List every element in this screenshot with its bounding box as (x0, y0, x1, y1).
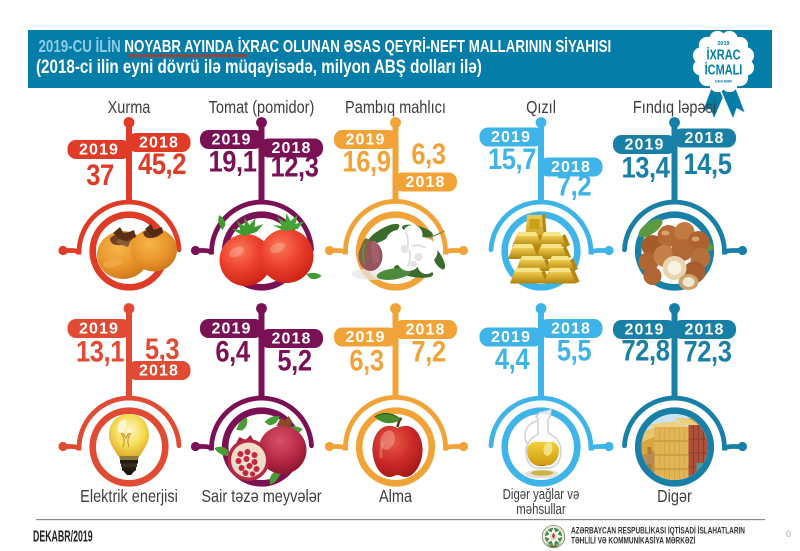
svg-text:(2018-ci ilin eyni dövrü ilə m: (2018-ci ilin eyni dövrü ilə müqayisədə,… (36, 55, 482, 77)
svg-text:Digər yağlar və: Digər yağlar və (503, 485, 580, 502)
svg-text:2019: 2019 (491, 329, 531, 346)
svg-text:15,7: 15,7 (488, 142, 536, 175)
svg-text:2019: 2019 (625, 322, 665, 339)
svg-text:2018: 2018 (272, 140, 312, 157)
svg-text:2018: 2018 (139, 363, 179, 380)
svg-text:Xurma: Xurma (108, 98, 151, 118)
svg-text:72,3: 72,3 (684, 335, 732, 368)
svg-text:13,1: 13,1 (76, 335, 124, 368)
svg-text:2018: 2018 (685, 322, 725, 339)
svg-text:TƏHLİLİ VƏ KOMMUNİKASİYA MƏRKƏ: TƏHLİLİ VƏ KOMMUNİKASİYA MƏRKƏZİ (571, 535, 695, 545)
svg-text:2019: 2019 (79, 321, 119, 338)
svg-text:Elektrik enerjisi: Elektrik enerjisi (80, 487, 178, 507)
svg-text:Qızıl: Qızıl (526, 98, 556, 118)
svg-text:37: 37 (86, 158, 114, 191)
svg-text:45,2: 45,2 (138, 147, 186, 180)
svg-text:2018: 2018 (272, 331, 312, 348)
svg-text:2018: 2018 (685, 130, 725, 147)
svg-text:2019: 2019 (212, 132, 252, 149)
svg-text:Pambıq mahlıcı: Pambıq mahlıcı (345, 98, 446, 118)
svg-text:DEKABR/2019: DEKABR/2019 (33, 527, 93, 546)
svg-text:Digər: Digər (657, 487, 692, 507)
svg-text:2018: 2018 (406, 322, 446, 339)
svg-text:12,3: 12,3 (271, 150, 319, 183)
svg-text:5,3: 5,3 (145, 332, 179, 365)
svg-text:Fındıq ləpəsi: Fındıq ləpəsi (633, 98, 716, 118)
svg-text:2019-CU İLİN NOYABR AYINDA İXR: 2019-CU İLİN NOYABR AYINDA İXRAC OLUNAN … (39, 37, 612, 56)
svg-text:14,5: 14,5 (684, 147, 732, 180)
svg-text:İXRAC: İXRAC (706, 46, 740, 63)
svg-text:məhsullar: məhsullar (516, 500, 566, 517)
svg-text:0: 0 (786, 529, 791, 539)
svg-text:İCMALI: İCMALI (705, 61, 743, 78)
svg-text:6,3: 6,3 (349, 344, 383, 377)
svg-text:2019: 2019 (346, 329, 386, 346)
svg-text:16,9: 16,9 (343, 145, 391, 178)
svg-text:2018: 2018 (551, 159, 591, 176)
svg-text:6,4: 6,4 (215, 335, 250, 368)
svg-text:AZƏRBAYCAN RESPUBLİKASI İQTİSA: AZƏRBAYCAN RESPUBLİKASI İQTİSADİ İSLAHAT… (571, 525, 745, 535)
svg-text:2019: 2019 (491, 129, 531, 146)
svg-text:7,2: 7,2 (557, 169, 591, 202)
svg-text:Tomat (pomidor): Tomat (pomidor) (209, 98, 315, 118)
svg-text:2019: 2019 (346, 132, 386, 149)
svg-text:DEKABR: DEKABR (715, 79, 732, 84)
svg-text:Alma: Alma (379, 487, 412, 507)
svg-text:4,4: 4,4 (495, 342, 530, 375)
svg-text:5,5: 5,5 (557, 334, 591, 367)
svg-text:2018: 2018 (551, 321, 591, 338)
svg-text:5,2: 5,2 (277, 344, 311, 377)
svg-text:6,3: 6,3 (411, 137, 445, 170)
svg-text:19,1: 19,1 (209, 145, 257, 178)
svg-text:Sair təzə meyvələr: Sair təzə meyvələr (201, 487, 322, 507)
svg-text:2019: 2019 (79, 142, 119, 159)
svg-text:7,2: 7,2 (411, 335, 445, 368)
svg-text:2019: 2019 (717, 41, 729, 47)
svg-text:13,4: 13,4 (622, 151, 671, 184)
svg-text:2019: 2019 (212, 321, 252, 338)
svg-text:2018: 2018 (406, 174, 446, 191)
svg-text:2018: 2018 (139, 135, 179, 152)
svg-text:2019: 2019 (625, 137, 665, 154)
svg-text:72,8: 72,8 (622, 334, 670, 367)
